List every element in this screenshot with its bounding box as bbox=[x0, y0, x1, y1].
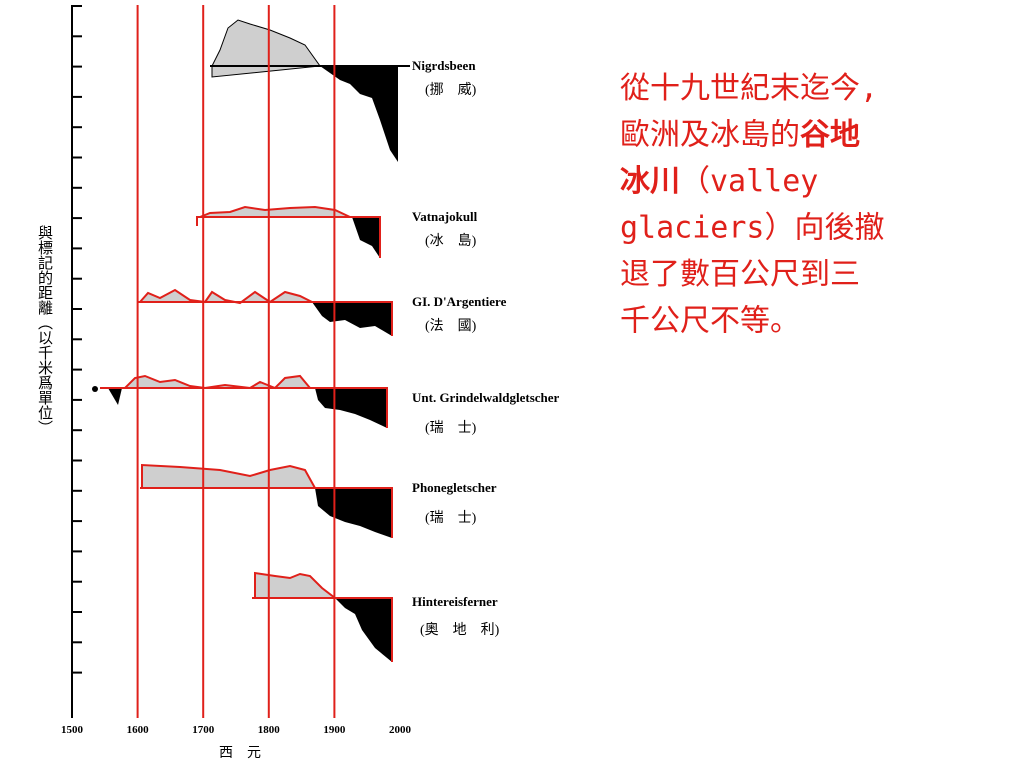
note-segment: glaciers）向後撤 bbox=[620, 211, 885, 246]
x-tick-label: 1800 bbox=[258, 724, 281, 736]
note-segment: 谷地 bbox=[800, 118, 860, 153]
note-line: glaciers）向後撤 bbox=[620, 211, 885, 246]
advance-area bbox=[254, 571, 338, 599]
retreat-area bbox=[315, 488, 392, 538]
note-line: 千公尺不等。 bbox=[620, 304, 800, 339]
x-tick-label: 1700 bbox=[192, 724, 215, 736]
note-line: 退了數百公尺到三 bbox=[620, 257, 860, 292]
note-segment: 冰川 bbox=[620, 164, 680, 199]
profiles bbox=[92, 19, 410, 662]
x-tick-label: 1500 bbox=[61, 724, 84, 736]
glacier-name: GI. D'Argentiere bbox=[412, 294, 507, 309]
glacier-country: (瑞 士) bbox=[425, 420, 477, 436]
note-segment: 從十九世紀末迄今, bbox=[620, 71, 878, 106]
note-line: 從十九世紀末迄今, bbox=[620, 71, 878, 106]
baseline bbox=[138, 301, 393, 336]
glacier-country: (瑞 士) bbox=[425, 510, 477, 526]
note-line: 歐洲及冰島的谷地 bbox=[620, 118, 860, 153]
glacier-name: Hintereisferner bbox=[412, 594, 498, 609]
marker bbox=[92, 386, 98, 392]
glacier-name: Phonegletscher bbox=[412, 480, 497, 495]
glacier-name: Nigrdsbeen bbox=[412, 58, 476, 73]
x-tick-label: 1600 bbox=[127, 724, 150, 736]
baseline bbox=[140, 487, 393, 538]
x-tick-label: 1900 bbox=[323, 724, 346, 736]
retreat-area bbox=[108, 388, 122, 405]
retreat-area bbox=[352, 217, 380, 258]
x-axis-label: 西 元 bbox=[219, 746, 261, 761]
glacier-country: (挪 威) bbox=[425, 82, 477, 98]
retreat-area bbox=[315, 388, 387, 428]
glacier-country: (奧 地 利) bbox=[420, 622, 500, 638]
x-tick-label: 2000 bbox=[389, 724, 412, 736]
glacier-country: (冰 島) bbox=[425, 233, 477, 249]
note-segment: 千公尺不等。 bbox=[620, 304, 800, 339]
advance-area bbox=[199, 205, 351, 218]
note-segment: 歐洲及冰島的 bbox=[620, 118, 800, 153]
glacier-country: (法 國) bbox=[425, 318, 477, 334]
baseline bbox=[100, 387, 388, 428]
advance-area bbox=[211, 19, 321, 78]
baseline bbox=[196, 216, 381, 258]
retreat-area bbox=[335, 598, 392, 662]
advance-area bbox=[122, 374, 313, 390]
retreat-area bbox=[320, 66, 398, 162]
advance-area bbox=[137, 288, 313, 305]
note-line: 冰川（valley bbox=[620, 164, 818, 199]
y-axis-label: 與標記的距離（以千米爲單位） bbox=[36, 225, 54, 435]
retreat-area bbox=[312, 302, 392, 336]
advance-area bbox=[141, 463, 317, 489]
note-segment: 退了數百公尺到三 bbox=[620, 257, 860, 292]
baseline bbox=[252, 597, 393, 662]
note-segment: （valley bbox=[680, 164, 818, 199]
glacier-name: Vatnajokull bbox=[412, 209, 478, 224]
glacier-name: Unt. Grindelwaldgletscher bbox=[412, 390, 560, 405]
